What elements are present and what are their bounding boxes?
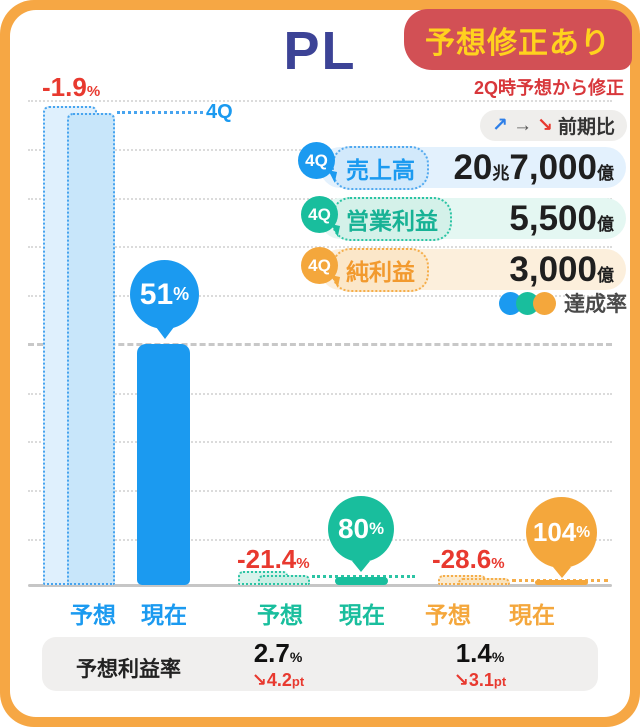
- current-axis-label-op: 現在: [339, 602, 385, 628]
- current-axis-label-sales: 現在: [141, 602, 187, 628]
- down-arrow-icon: ↘: [453, 670, 469, 690]
- q-marker-label: 4Q: [206, 101, 233, 123]
- metric-name-pill: 純利益: [332, 247, 429, 292]
- achievement-balloon-op: 80%: [328, 496, 394, 572]
- trend-legend: ↗ → ↘ 前期比: [480, 110, 627, 141]
- gridline: [28, 295, 612, 297]
- forecast-axis-label-sales: 予想: [70, 602, 116, 628]
- gridline: [28, 441, 612, 443]
- trend-up-icon: ↗: [492, 115, 509, 136]
- metric-row-net: 純利益 3,000億: [320, 247, 626, 292]
- balloon-tail: [352, 561, 370, 572]
- blue-balloon-icon: [499, 291, 522, 315]
- metric-value: 3,000億: [509, 249, 614, 289]
- margin-change: ↘4.2pt: [251, 670, 305, 690]
- gridline-50pct: [28, 343, 612, 346]
- trend-flat-icon: →: [513, 114, 533, 136]
- x-axis-baseline: [28, 584, 612, 587]
- trend-down-icon: ↘: [537, 115, 553, 136]
- achievement-value: 80: [337, 513, 370, 544]
- achievement-legend-label: 達成率: [564, 293, 627, 316]
- orange-balloon-icon: [533, 291, 556, 315]
- margin-change: ↘3.1pt: [453, 670, 507, 690]
- revision-pct-op: -21.4%: [237, 544, 310, 574]
- achievement-value: 51: [139, 277, 174, 311]
- gridline: [28, 393, 612, 395]
- metric-row-op: 営業利益 5,500億: [320, 196, 626, 241]
- profit-margin-label: 予想利益率: [76, 658, 181, 681]
- gridline: [28, 490, 612, 492]
- forecast-bar-revised-sales: [67, 113, 115, 585]
- profit-margin-table: 予想利益率 2.7% ↘4.2pt 1.4% ↘3.1pt: [42, 637, 598, 691]
- forecast-bar-revised-op: [258, 575, 310, 585]
- current-bar-op: [335, 577, 388, 585]
- revision-pct-sales: -1.9%: [42, 72, 101, 102]
- metric-name-pill: 営業利益: [332, 196, 452, 241]
- forecast-axis-label-op: 予想: [257, 602, 303, 628]
- down-arrow-icon: ↘: [251, 670, 267, 690]
- quarter-badge-net: 4Q: [301, 247, 341, 288]
- gridline: [28, 100, 612, 102]
- percent-sign: %: [576, 523, 591, 541]
- current-bar-sales: [137, 344, 190, 585]
- percent-sign: %: [369, 519, 385, 538]
- achievement-balloon-net: 104%: [526, 497, 597, 578]
- metric-value: 20兆7,000億: [453, 147, 614, 187]
- teal-balloon-icon: [516, 291, 539, 315]
- forecast-leader-line-op: [312, 575, 415, 578]
- achievement-value: 104: [532, 517, 577, 547]
- revision-badge: 予想修正あり: [404, 9, 632, 70]
- current-bar-net: [535, 580, 588, 585]
- achievement-legend: 達成率: [499, 288, 627, 318]
- current-axis-label-net: 現在: [509, 602, 555, 628]
- page-title: PL: [283, 21, 357, 81]
- balloon-tail: [552, 567, 571, 578]
- quarter-badge-op: 4Q: [301, 196, 341, 237]
- revision-note: 2Q時予想から修正: [473, 78, 624, 98]
- forecast-bar-revised-net: [458, 578, 510, 585]
- forecast-axis-label-net: 予想: [425, 602, 471, 628]
- metric-value: 5,500億: [509, 198, 614, 238]
- metric-name-pill: 売上高: [332, 145, 429, 190]
- profit-margin-op: 2.7% ↘4.2pt: [218, 640, 338, 692]
- quarter-badge-sales: 4Q: [298, 142, 338, 183]
- margin-value: 1.4%: [455, 638, 505, 668]
- balloon-tail: [155, 327, 174, 339]
- margin-value: 2.7%: [253, 638, 303, 668]
- percent-sign: %: [173, 284, 190, 304]
- forecast-leader-line-sales: [117, 111, 203, 114]
- achievement-balloon-sales: 51%: [130, 260, 199, 339]
- trend-legend-label: 前期比: [557, 117, 615, 138]
- gridline: [28, 539, 612, 541]
- metric-row-sales: 売上高 20兆7,000億: [320, 145, 626, 190]
- revision-pct-net: -28.6%: [432, 544, 505, 574]
- profit-margin-net: 1.4% ↘3.1pt: [420, 640, 540, 692]
